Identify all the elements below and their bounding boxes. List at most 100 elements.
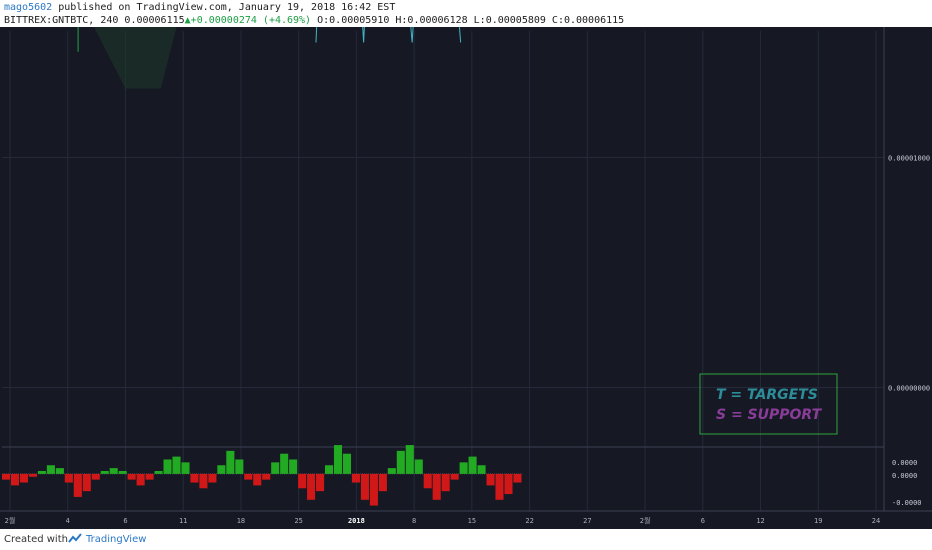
macd-bar [289,459,298,474]
time-tick-label: 25 [294,517,302,525]
macd-bar [432,473,441,500]
publish-text: published on TradingView.com, January 19… [52,2,396,13]
macd-bar [513,473,522,483]
macd-bar [127,473,136,480]
time-tick-label: 27 [583,517,591,525]
ohlc-values: O:0.00005910 H:0.00006128 L:0.00005809 C… [317,15,625,26]
last-price: 0.00006115 [124,15,185,26]
macd-bar [405,445,414,474]
time-tick-label: 18 [237,517,245,525]
macd-bar [136,473,145,486]
macd-bar [414,459,423,474]
symbol-name: BITTREX:GNTBTC, 240 [4,15,119,26]
macd-bar [82,473,91,492]
time-tick-label: 15 [468,517,476,525]
macd-bar [91,473,100,480]
time-tick-label: 11 [179,517,187,525]
macd-bar [423,473,432,489]
ichimoku-cloud [94,27,177,89]
tradingview-logo-icon [68,533,82,543]
macd-bar [208,473,217,483]
chart-canvas[interactable]: 0.000000000.000010000.000020000.00003000… [0,27,932,529]
price-tick-label: 0.00001000 [888,155,930,163]
macd-bar [324,465,334,474]
macd-bar [73,473,82,497]
macd-bar [118,471,127,474]
macd-bar [477,465,486,474]
macd-bar [253,473,262,486]
time-tick-label: 6 [701,517,705,525]
macd-bar [450,473,459,480]
macd-bar [387,468,396,474]
macd-bar [244,473,253,480]
macd-bar [262,473,271,480]
macd-bar [369,473,378,506]
time-tick-label: 2월 [640,516,651,525]
macd-bar [468,456,477,474]
publish-info: mago5602 published on TradingView.com, J… [4,2,395,13]
legend-box [699,373,838,435]
macd-bar [28,473,37,477]
macd-axis-label: -0.0000 [892,499,922,507]
macd-bar [504,473,513,495]
macd-bar [280,453,289,474]
symbol-info: BITTREX:GNTBTC, 240 0.00006115▲+0.000002… [4,15,624,26]
macd-bar [100,471,109,474]
legend-entry: T = TARGETS [716,387,818,403]
chart-header: mago5602 published on TradingView.com, J… [0,0,932,27]
macd-bar [235,459,244,474]
author-link[interactable]: mago5602 [4,2,53,13]
macd-bar [109,468,118,474]
macd-bar [271,462,280,474]
candles [77,27,79,52]
macd-axis-label: 0.0000 [892,459,917,467]
pattern-sketch-line [315,27,462,43]
macd-bar [19,473,29,483]
time-tick-label: 2018 [348,517,365,525]
macd-bar [199,473,208,489]
time-tick-label: 12 [756,517,764,525]
time-tick-label: 22 [525,517,533,525]
macd-bar [181,462,190,474]
created-with-text: Created with [4,534,68,545]
macd-bar [154,471,163,474]
time-tick-label: 6 [123,517,127,525]
change-up-icon: ▲ [184,15,191,26]
macd-bar [307,473,316,500]
macd-bar [217,465,226,474]
footer: Created with TradingView [0,529,932,550]
macd-bar [360,473,369,500]
macd-bar [10,473,20,486]
macd-bar [46,465,55,474]
grid [2,31,884,511]
macd-bar [459,462,468,474]
time-tick-label: 19 [814,517,822,525]
time-tick-label: 2월 [5,516,16,525]
macd-bar [145,473,154,480]
tradingview-brand-link[interactable]: TradingView [86,534,147,545]
macd-axis-label: 0.0000 [892,472,917,480]
macd-bar [2,473,11,480]
macd-bar [163,459,172,474]
macd-bar [342,453,352,474]
price-tick-label: 0.00000000 [888,385,930,393]
macd-bar [378,473,387,492]
price-change: +0.00000274 (+4.69%) [190,15,312,26]
macd-bar [190,473,199,483]
macd-bar [64,473,73,483]
macd-bar [495,473,504,500]
macd-bar [441,473,450,492]
time-tick-label: 8 [412,517,416,525]
time-tick-label: 24 [872,517,880,525]
macd-bar [55,468,64,474]
time-tick-label: 4 [66,517,70,525]
macd-bar [298,473,307,489]
legend-entry: S = SUPPORT [716,407,823,423]
macd-bar [37,471,46,474]
chart-area[interactable]: 0.000000000.000010000.000020000.00003000… [0,27,932,529]
macd-bar [226,450,235,474]
macd-bar [333,445,343,474]
macd-bar [351,473,360,483]
macd-bar [486,473,495,486]
macd-bar [316,473,325,492]
